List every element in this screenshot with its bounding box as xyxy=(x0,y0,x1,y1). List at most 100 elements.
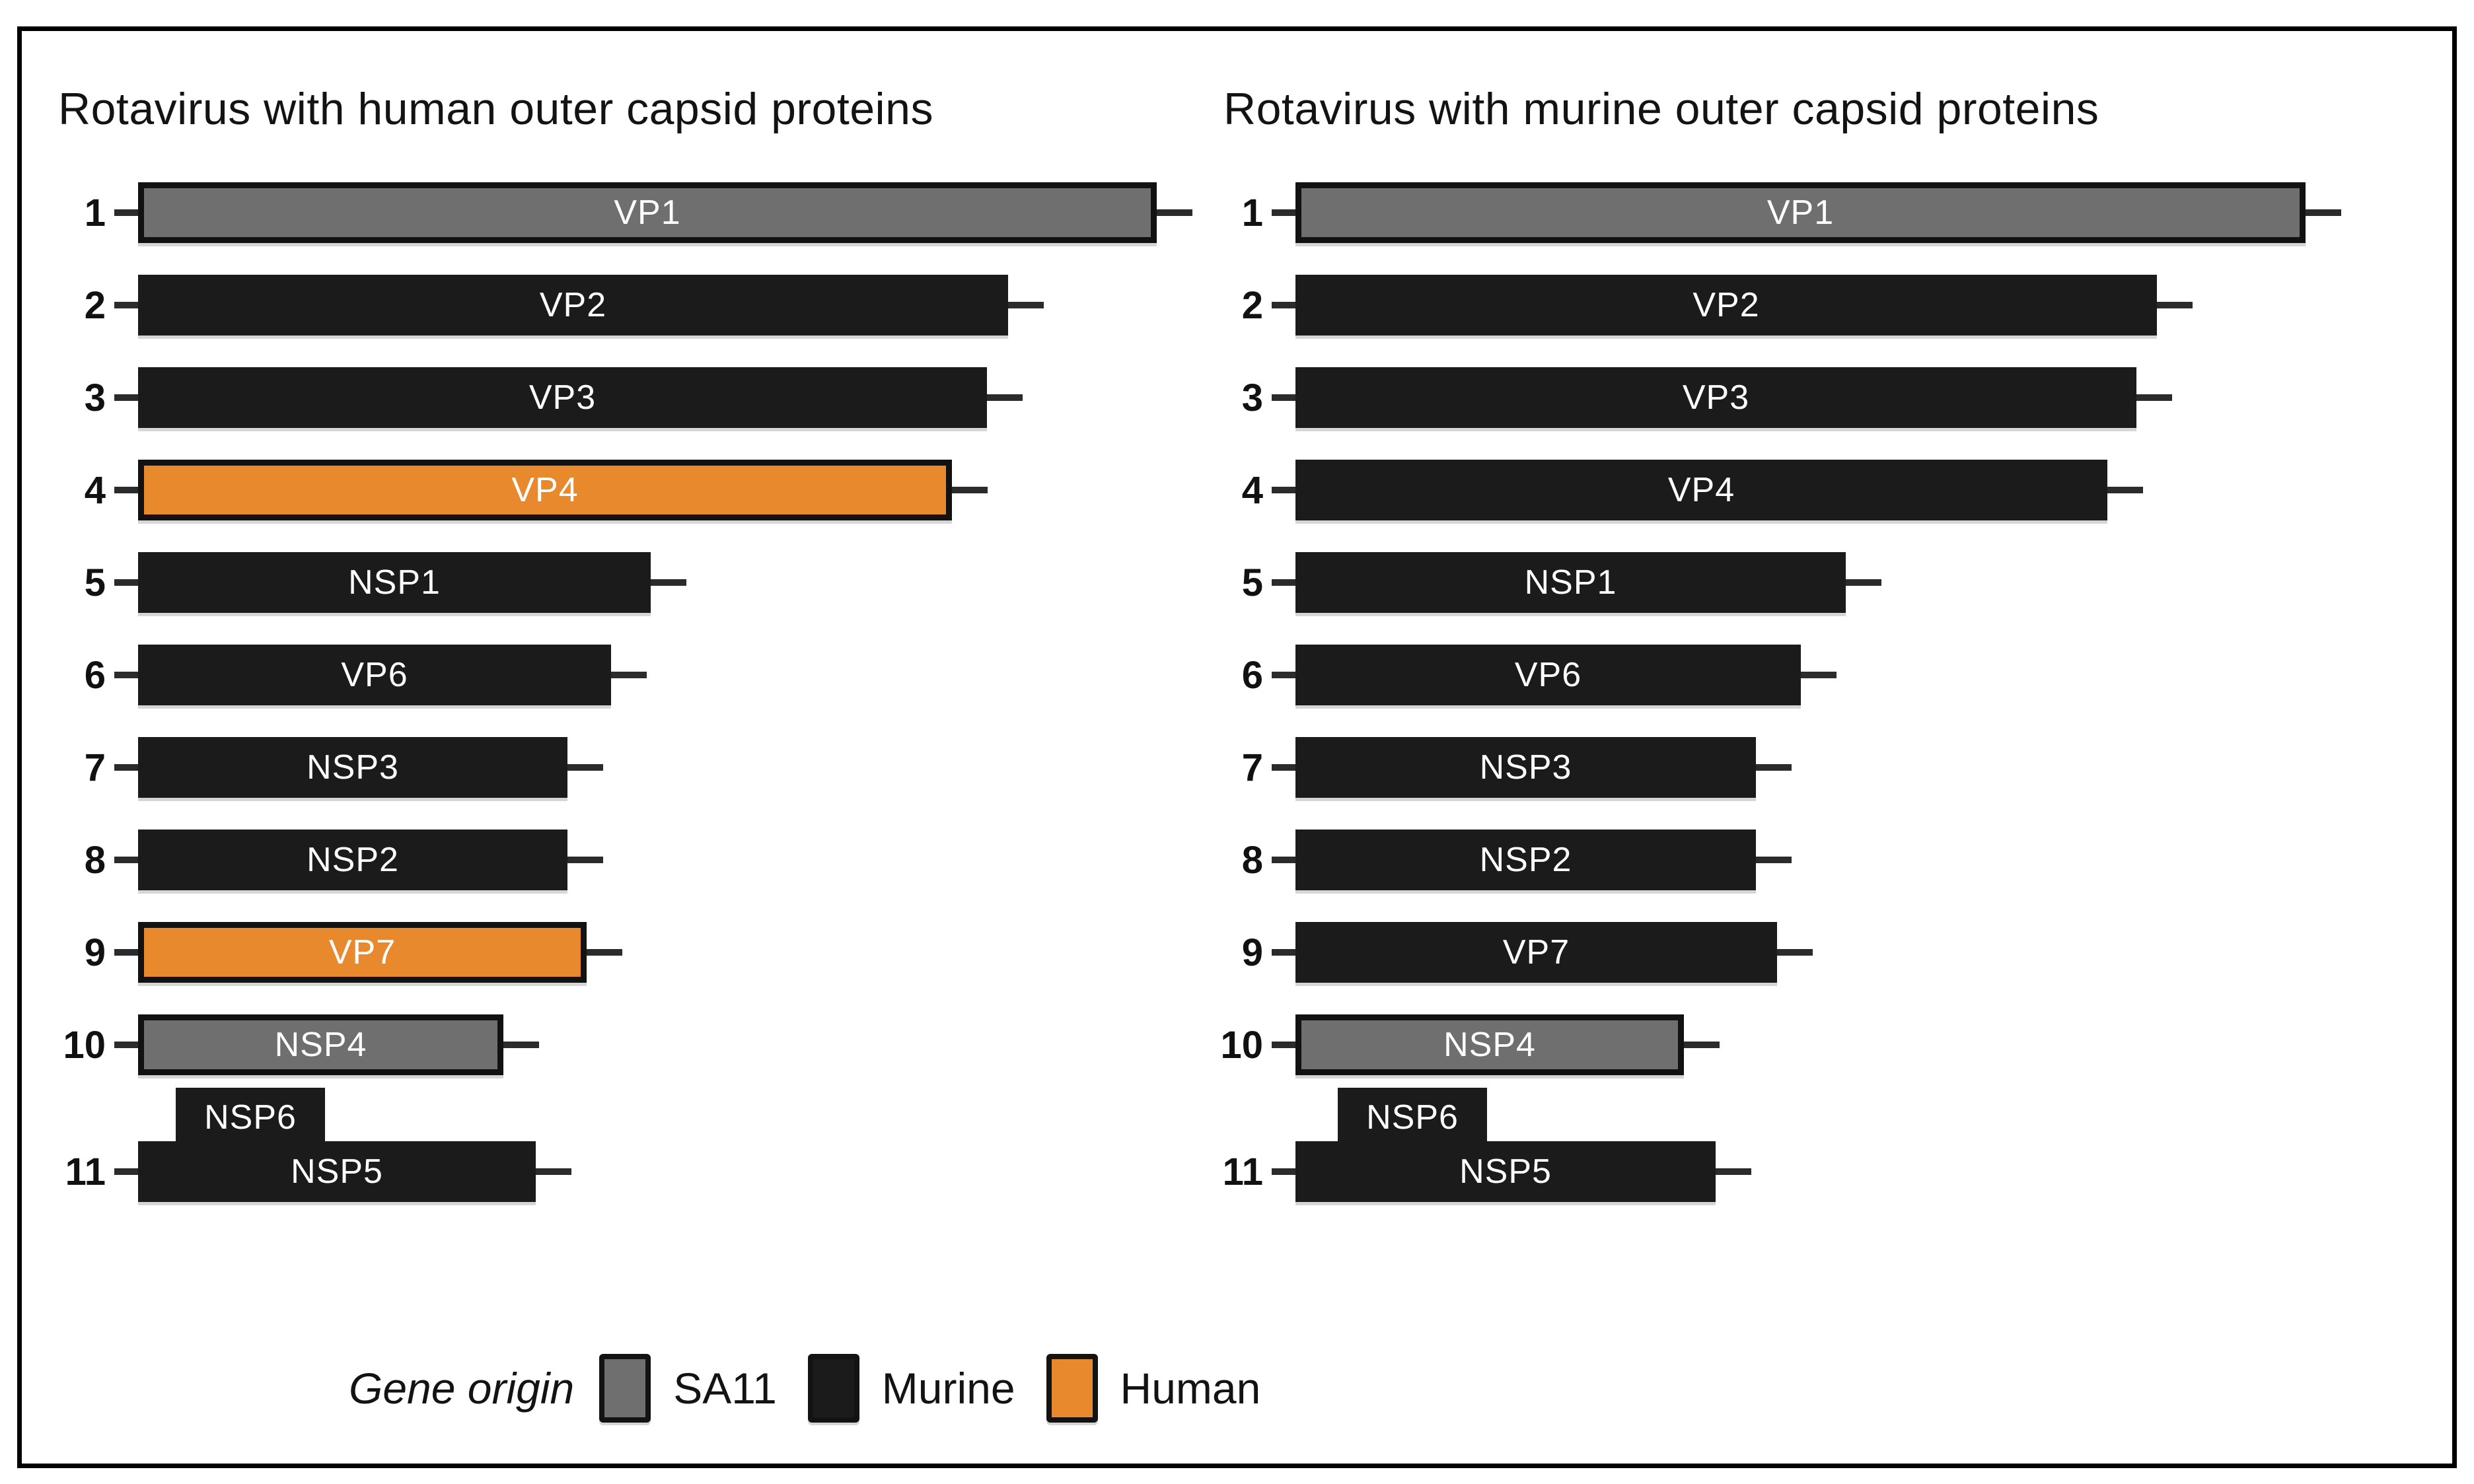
segment-number: 1 xyxy=(1241,191,1263,234)
segment-line-left xyxy=(114,1168,138,1175)
segment-number: 8 xyxy=(84,838,106,882)
segment-number: 8 xyxy=(1241,838,1263,882)
segment-line-right xyxy=(2107,487,2143,493)
gene-segment-row: 7 NSP3 xyxy=(7,737,1192,798)
segment-line-right xyxy=(536,1168,571,1175)
gene-bar-label: NSP1 xyxy=(1524,563,1617,602)
gene-segment-row: 5 NSP1 xyxy=(1164,552,2341,613)
segment-line-left xyxy=(114,579,138,586)
gene-segment-row: 6 VP6 xyxy=(7,645,1192,705)
gene-segment-row: 7 NSP3 xyxy=(1164,737,2341,798)
gene-segment-row: 2 VP2 xyxy=(7,275,1192,336)
segment-line-right xyxy=(1716,1168,1751,1175)
gene-bar-label: VP3 xyxy=(528,378,597,417)
segment-line-right xyxy=(952,487,988,493)
gene-bar-vp7: VP7 xyxy=(1295,922,1777,983)
gene-bar-label: NSP4 xyxy=(274,1026,367,1064)
gene-bar-nsp5: NSP6 NSP5 xyxy=(138,1088,536,1202)
gene-bar-label: VP4 xyxy=(511,471,579,509)
segment-line-left xyxy=(1272,394,1295,401)
gene-bar-vp2: VP2 xyxy=(138,275,1008,336)
segment-number: 4 xyxy=(1241,468,1263,512)
segment-number: 3 xyxy=(1241,376,1263,419)
gene-bar-label: NSP5 xyxy=(1459,1152,1552,1191)
segment-line-left xyxy=(1272,1168,1295,1175)
segment-line-right xyxy=(1777,949,1813,956)
gene-bar-label: NSP6 xyxy=(1366,1098,1459,1137)
segment-number: 5 xyxy=(84,561,106,604)
gene-bar-vp1: VP1 xyxy=(138,182,1157,243)
segment-line-right xyxy=(1684,1042,1720,1048)
gene-segment-row: 3 VP3 xyxy=(1164,367,2341,428)
gene-bar-nsp5: NSP6 NSP5 xyxy=(1295,1088,1716,1202)
segment-line-right xyxy=(587,949,622,956)
segment-number: 3 xyxy=(84,376,106,419)
gene-bar-vp6: VP6 xyxy=(1295,645,1801,705)
gene-bar-nsp2: NSP2 xyxy=(1295,830,1756,890)
segment-line-right xyxy=(2306,209,2341,216)
legend-item-murine: Murine xyxy=(807,1354,1015,1423)
gene-bar-nsp2: NSP2 xyxy=(138,830,567,890)
gene-bar-nsp3: NSP3 xyxy=(1295,737,1756,798)
segment-line-left xyxy=(1272,764,1295,771)
gene-bar-label: VP7 xyxy=(328,933,396,972)
gene-bar-vp7: VP7 xyxy=(138,922,587,983)
segment-number: 9 xyxy=(84,931,106,974)
segment-number: 10 xyxy=(63,1023,106,1067)
segment-line-left xyxy=(114,394,138,401)
segment-line-right xyxy=(611,672,647,678)
segment-number: 5 xyxy=(1241,561,1263,604)
gene-bar-nsp6: NSP6 xyxy=(176,1088,325,1147)
segment-line-right xyxy=(2136,394,2172,401)
segment-number: 1 xyxy=(84,191,106,234)
gene-bar-label: NSP4 xyxy=(1443,1026,1536,1064)
legend-label: SA11 xyxy=(673,1364,777,1413)
legend-title: Gene origin xyxy=(349,1364,575,1413)
segment-line-left xyxy=(1272,302,1295,308)
segment-number: 10 xyxy=(1220,1023,1263,1067)
segment-line-right xyxy=(1801,672,1837,678)
gene-segment-row: 2 VP2 xyxy=(1164,275,2341,336)
legend-label: Murine xyxy=(881,1364,1015,1413)
segment-line-right xyxy=(1008,302,1044,308)
segment-line-left xyxy=(114,302,138,308)
segment-line-left xyxy=(1272,672,1295,678)
gene-bar-label: NSP3 xyxy=(307,748,399,787)
gene-segment-row: 4 VP4 xyxy=(7,460,1192,520)
gene-bar-label: VP1 xyxy=(614,194,681,232)
gene-segment-row: 10 NSP4 xyxy=(7,1014,1192,1075)
segment-line-right xyxy=(987,394,1023,401)
left-panel-title: Rotavirus with human outer capsid protei… xyxy=(58,84,933,134)
segment-line-left xyxy=(114,487,138,493)
segment-line-left xyxy=(114,1042,138,1048)
segment-number: 2 xyxy=(84,283,106,327)
gene-bar-label: NSP3 xyxy=(1479,748,1572,787)
segment-line-left xyxy=(1272,487,1295,493)
segment-line-left xyxy=(114,672,138,678)
gene-bar-vp3: VP3 xyxy=(1295,367,2136,428)
segment-line-left xyxy=(1272,579,1295,586)
gene-bar-vp4: VP4 xyxy=(1295,460,2107,520)
gene-segment-row: 5 NSP1 xyxy=(7,552,1192,613)
gene-bar-label: VP3 xyxy=(1682,378,1750,417)
segment-number: 6 xyxy=(84,653,106,697)
segment-number: 11 xyxy=(65,1150,106,1193)
gene-bar-nsp6: NSP6 xyxy=(1338,1088,1487,1147)
gene-bar-nsp3: NSP3 xyxy=(138,737,567,798)
gene-segment-row: 4 VP4 xyxy=(1164,460,2341,520)
left-genome-panel: 1 VP1 2 VP2 3 VP3 4 VP4 5 NSP1 6 VP6 7 NSP3 8 NSP2 9 VP7 1… xyxy=(7,182,1192,1234)
gene-bar-vp2: VP2 xyxy=(1295,275,2157,336)
gene-segment-row: 8 NSP2 xyxy=(1164,830,2341,890)
gene-bar-label: VP2 xyxy=(1692,286,1760,324)
segment-number: 7 xyxy=(84,746,106,789)
segment-number: 11 xyxy=(1222,1150,1263,1193)
legend-swatch-human xyxy=(1046,1354,1098,1423)
gene-bar-label: VP6 xyxy=(341,656,408,694)
segment-line-right xyxy=(1756,764,1792,771)
gene-bar-vp6: VP6 xyxy=(138,645,611,705)
segment-line-right xyxy=(1846,579,1881,586)
right-genome-panel: 1 VP1 2 VP2 3 VP3 4 VP4 5 NSP1 6 VP6 7 NSP3 8 NSP2 9 VP7 1… xyxy=(1164,182,2341,1234)
gene-bar-label: NSP6 xyxy=(204,1098,297,1137)
legend-items: SA11 Murine Human xyxy=(599,1354,1292,1423)
